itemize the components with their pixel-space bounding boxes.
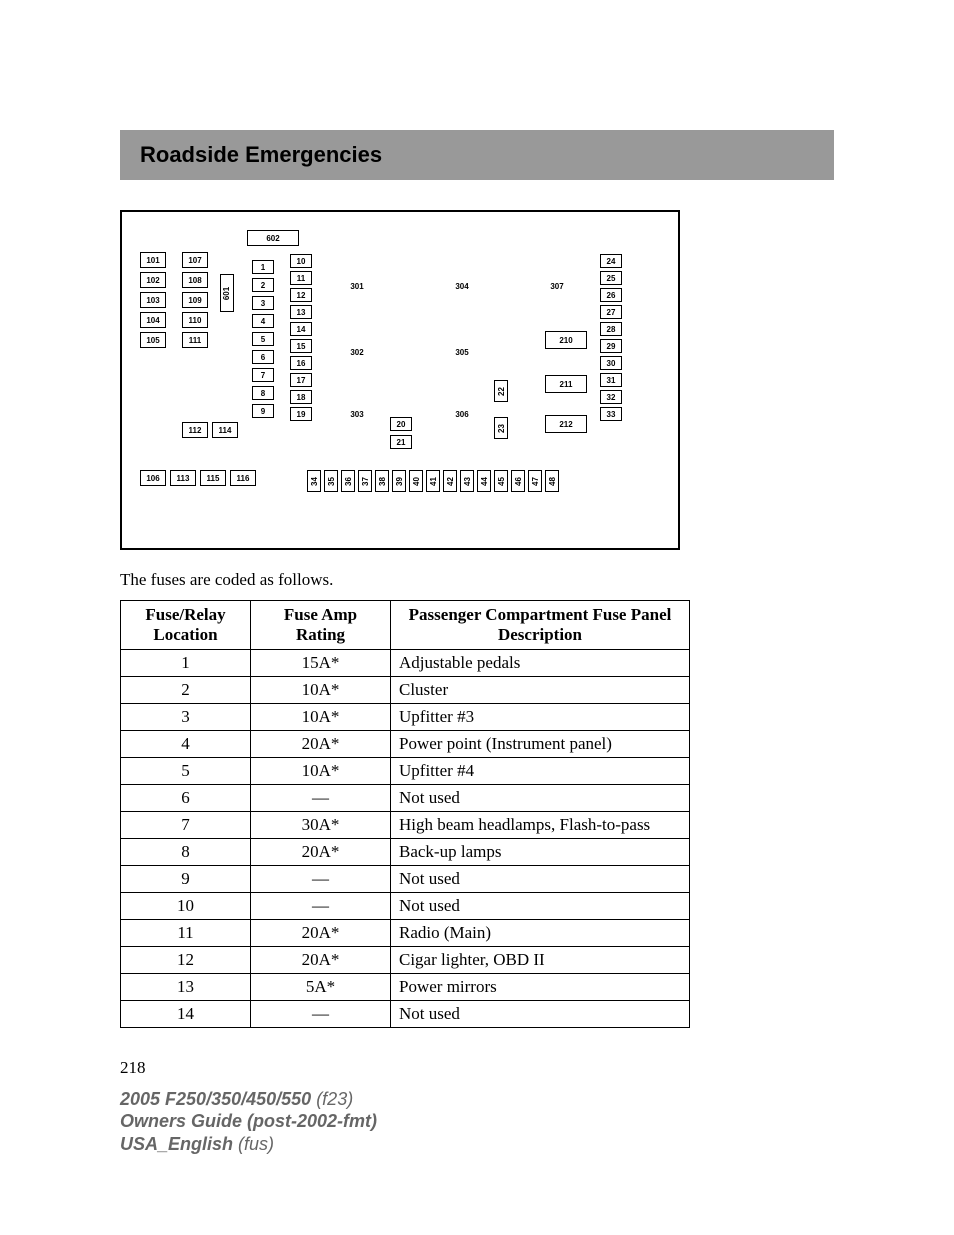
cell-desc: Power point (Instrument panel) <box>391 731 690 758</box>
cell-desc: High beam headlamps, Flash-to-pass <box>391 812 690 839</box>
table-row: 820A*Back-up lamps <box>121 839 690 866</box>
fuse-diagram: 602 101 102 103 104 105 107 108 109 110 … <box>120 210 680 550</box>
fuse-col-1-9: 1 2 3 4 5 6 7 8 9 <box>252 260 274 418</box>
table-row: 310A*Upfitter #3 <box>121 704 690 731</box>
cell-location: 7 <box>121 812 251 839</box>
cell-location: 10 <box>121 893 251 920</box>
cell-amp: 20A* <box>251 920 391 947</box>
fuse-col-101: 101 102 103 104 105 <box>140 252 166 348</box>
relays-304: 304 305 306 <box>432 267 492 429</box>
cell-location: 8 <box>121 839 251 866</box>
relays-307: 307 210 211 212 <box>527 267 587 433</box>
cell-amp: 30A* <box>251 812 391 839</box>
table-row: 6—Not used <box>121 785 690 812</box>
table-row: 9—Not used <box>121 866 690 893</box>
section-header: Roadside Emergencies <box>120 130 834 180</box>
cell-desc: Back-up lamps <box>391 839 690 866</box>
th-amp: Fuse Amp Rating <box>251 601 391 650</box>
table-row: 1220A*Cigar lighter, OBD II <box>121 947 690 974</box>
fuse-bottom-left: 106 113 115 116 <box>140 470 256 486</box>
table-row: 10—Not used <box>121 893 690 920</box>
footer-model: 2005 F250/350/450/550 <box>120 1089 311 1109</box>
cell-location: 13 <box>121 974 251 1001</box>
cell-location: 12 <box>121 947 251 974</box>
cell-location: 11 <box>121 920 251 947</box>
cell-location: 3 <box>121 704 251 731</box>
cell-amp: 20A* <box>251 731 391 758</box>
table-row: 1120A*Radio (Main) <box>121 920 690 947</box>
fuse-23: 23 <box>494 417 508 439</box>
fuse-row-34-48: 34 35 36 37 38 39 40 41 42 43 44 45 46 4… <box>307 470 559 492</box>
cell-location: 14 <box>121 1001 251 1028</box>
table-row: 115A*Adjustable pedals <box>121 650 690 677</box>
table-row: 420A*Power point (Instrument panel) <box>121 731 690 758</box>
cell-amp: 20A* <box>251 947 391 974</box>
table-row: 14—Not used <box>121 1001 690 1028</box>
cell-desc: Not used <box>391 893 690 920</box>
table-row: 510A*Upfitter #4 <box>121 758 690 785</box>
th-desc: Passenger Compartment Fuse Panel Descrip… <box>391 601 690 650</box>
cell-amp: — <box>251 785 391 812</box>
fuse-601: 601 <box>220 274 234 312</box>
fuse-col-24-33: 24 25 26 27 28 29 30 31 32 33 <box>600 254 622 421</box>
table-row: 210A*Cluster <box>121 677 690 704</box>
cell-desc: Radio (Main) <box>391 920 690 947</box>
table-row: 135A*Power mirrors <box>121 974 690 1001</box>
cell-amp: — <box>251 1001 391 1028</box>
cell-desc: Cluster <box>391 677 690 704</box>
page-number: 218 <box>120 1058 834 1078</box>
cell-amp: — <box>251 893 391 920</box>
cell-desc: Not used <box>391 785 690 812</box>
table-row: 730A*High beam headlamps, Flash-to-pass <box>121 812 690 839</box>
th-location: Fuse/Relay Location <box>121 601 251 650</box>
cell-amp: 10A* <box>251 704 391 731</box>
fuse-20-21: 20 21 <box>390 417 412 449</box>
cell-desc: Not used <box>391 1001 690 1028</box>
footer-guide: Owners Guide (post-2002-fmt) <box>120 1111 377 1131</box>
cell-amp: 15A* <box>251 650 391 677</box>
cell-desc: Cigar lighter, OBD II <box>391 947 690 974</box>
fuse-22: 22 <box>494 380 508 402</box>
fuse-112-114: 112 114 <box>182 422 238 438</box>
cell-amp: 10A* <box>251 677 391 704</box>
cell-location: 5 <box>121 758 251 785</box>
section-title: Roadside Emergencies <box>140 142 814 168</box>
cell-amp: 10A* <box>251 758 391 785</box>
footer-code2: (fus) <box>238 1134 274 1154</box>
cell-location: 1 <box>121 650 251 677</box>
cell-desc: Upfitter #4 <box>391 758 690 785</box>
cell-desc: Power mirrors <box>391 974 690 1001</box>
cell-location: 2 <box>121 677 251 704</box>
cell-amp: 20A* <box>251 839 391 866</box>
fuse-table: Fuse/Relay Location Fuse Amp Rating Pass… <box>120 600 690 1028</box>
cell-desc: Adjustable pedals <box>391 650 690 677</box>
cell-desc: Not used <box>391 866 690 893</box>
footer-lang: USA_English <box>120 1134 233 1154</box>
fuse-col-10-19: 10 11 12 13 14 15 16 17 18 19 <box>290 254 312 421</box>
cell-amp: — <box>251 866 391 893</box>
footer-code1: (f23) <box>316 1089 353 1109</box>
cell-location: 4 <box>121 731 251 758</box>
relays-301: 301 302 303 <box>327 267 387 429</box>
fuse-602: 602 <box>247 230 299 246</box>
cell-location: 9 <box>121 866 251 893</box>
fuse-col-107: 107 108 109 110 111 <box>182 252 208 348</box>
footer: 2005 F250/350/450/550 (f23) Owners Guide… <box>120 1088 377 1156</box>
cell-desc: Upfitter #3 <box>391 704 690 731</box>
cell-amp: 5A* <box>251 974 391 1001</box>
intro-text: The fuses are coded as follows. <box>120 570 834 590</box>
cell-location: 6 <box>121 785 251 812</box>
